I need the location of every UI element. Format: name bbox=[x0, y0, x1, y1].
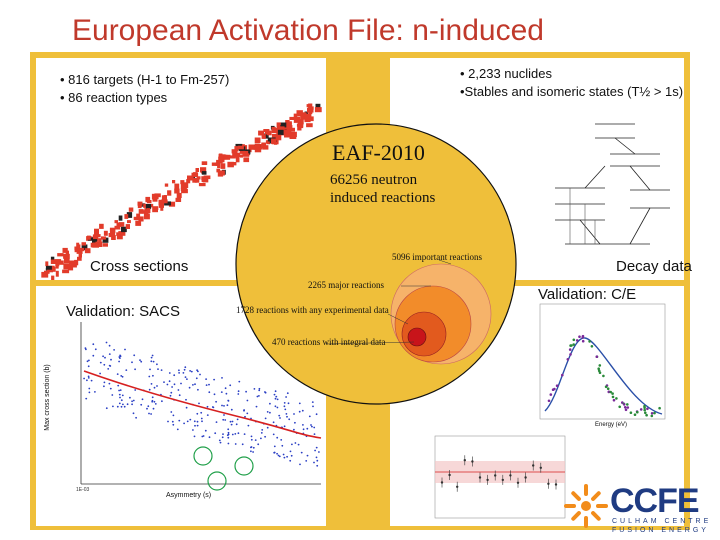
content-frame: • 816 targets (H-1 to Fm-257) • 86 react… bbox=[30, 52, 692, 530]
important-reactions: 5096 important reactions bbox=[392, 252, 482, 262]
logo-line2: FUSION ENERGY bbox=[612, 527, 709, 534]
library-name: EAF-2010 bbox=[332, 140, 425, 165]
decay-data-label: Decay data bbox=[616, 258, 692, 275]
logo-name: CCFE bbox=[610, 482, 700, 520]
sacs-xlabel: Asymmetry (s) bbox=[166, 492, 212, 499]
slide-title: European Activation File: n-induced bbox=[72, 14, 544, 47]
ce-xlabel: Energy (eV) bbox=[595, 422, 628, 428]
ce-plots bbox=[434, 303, 666, 519]
ccfe-logo: CCFE CULHAM CENTRE FUSION ENERGY bbox=[562, 480, 712, 536]
logo-line1: CULHAM CENTRE bbox=[612, 518, 712, 525]
bullet-reaction-types: • 86 reaction types bbox=[60, 90, 168, 105]
bullet-stables: •Stables and isomeric states (T½ > 1s) bbox=[460, 84, 684, 99]
sacs-scatter: 1E-03 bbox=[76, 322, 322, 493]
nuclide-band bbox=[41, 103, 322, 280]
bullet-targets: • 816 targets (H-1 to Fm-257) bbox=[60, 72, 230, 87]
bullet-nuclides: • 2,233 nuclides bbox=[460, 66, 553, 81]
reactions-desc: induced reactions bbox=[330, 190, 436, 206]
sacs-ylabel: Max cross section (b) bbox=[43, 364, 51, 431]
reactions-venn bbox=[235, 123, 517, 405]
nuclide-chart bbox=[41, 103, 322, 280]
ccfe-logo-mark bbox=[564, 484, 608, 528]
integral-reactions: 470 reactions with integral data bbox=[272, 337, 386, 347]
reactions-count: 66256 neutron bbox=[330, 172, 418, 188]
sacs-label: Validation: SACS bbox=[66, 303, 180, 320]
experimental-reactions: 1728 reactions with any experimental dat… bbox=[236, 305, 389, 315]
svg-text:1E-03: 1E-03 bbox=[76, 487, 90, 493]
decay-scheme bbox=[555, 123, 670, 245]
major-reactions: 2265 major reactions bbox=[308, 280, 384, 290]
cross-sections-label: Cross sections bbox=[90, 258, 189, 275]
ce-label: Validation: C/E bbox=[538, 286, 637, 303]
